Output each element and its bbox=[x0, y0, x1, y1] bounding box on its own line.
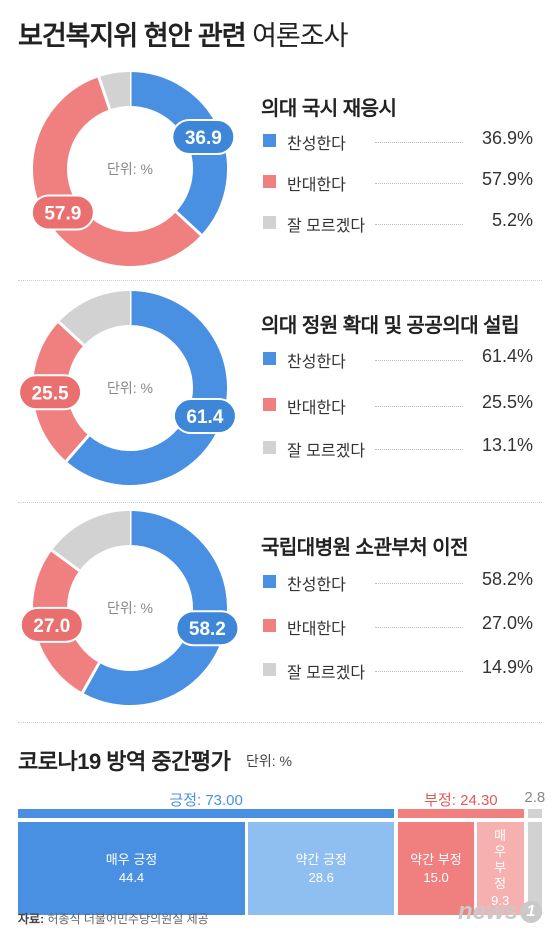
segment-label: 매우 부정 bbox=[494, 827, 507, 891]
legend-item-unsure: 잘 모르겠다 13.1% bbox=[263, 435, 533, 461]
page-title: 보건복지위 현안 관련 여론조사 bbox=[18, 21, 348, 51]
slice-separator bbox=[81, 662, 101, 694]
group-bar-1 bbox=[398, 809, 524, 818]
legend-value: 36.9% bbox=[481, 128, 533, 148]
legend-value: 27.0% bbox=[481, 613, 533, 633]
legend-label: 반대한다 bbox=[287, 621, 346, 638]
svg-text:25.5: 25.5 bbox=[32, 383, 69, 404]
legend-value: 61.4% bbox=[481, 346, 533, 366]
segment-label: 약간 부정 bbox=[410, 851, 462, 867]
legend-item-favor: 찬성한다 58.2% bbox=[263, 569, 533, 595]
legend-item-unsure: 잘 모르겠다 5.2% bbox=[263, 210, 533, 236]
donut-slice-unsure bbox=[58, 291, 131, 346]
donut-section-2: 단위: % 61.4 25.5 의대 정원 확대 및 공공의대 설립 찬성한다 61.… bbox=[0, 281, 560, 501]
value-badge-oppose: 27.0 bbox=[19, 606, 84, 643]
donut-chart-2: 단위: % 61.4 25.5 bbox=[18, 291, 237, 485]
legend-item-oppose: 반대한다 27.0% bbox=[263, 613, 533, 639]
legend-swatch bbox=[263, 134, 276, 147]
slice-separator bbox=[51, 549, 81, 572]
legend-swatch bbox=[263, 175, 276, 188]
group-label-2: 2.8 bbox=[524, 789, 546, 806]
legend-label: 찬성한다 bbox=[287, 354, 346, 371]
group-label-1: 부정: 24.30 bbox=[424, 792, 498, 809]
donut-section-3: 단위: % 58.2 27.0 국립대병원 소관부처 이전 찬성한다 58.2% 반대… bbox=[0, 501, 560, 721]
legend-label: 잘 모르겠다 bbox=[287, 665, 366, 682]
svg-text:27.0: 27.0 bbox=[33, 616, 70, 637]
donut-unit-label: 단위: % bbox=[107, 380, 153, 396]
donut-chart-3: 단위: % 58.2 27.0 bbox=[19, 511, 240, 705]
legend-item-favor: 찬성한다 61.4% bbox=[263, 346, 533, 372]
legend-swatch bbox=[263, 352, 276, 365]
legend-swatch bbox=[263, 663, 276, 676]
segment-value: 15.0 bbox=[423, 869, 449, 885]
legend-value: 13.1% bbox=[481, 435, 533, 455]
group-bar-0 bbox=[18, 809, 395, 818]
legend-label: 찬성한다 bbox=[287, 577, 346, 594]
group-label-0: 긍정: 73.00 bbox=[169, 792, 243, 809]
legend-swatch bbox=[263, 619, 276, 632]
legend-label: 찬성한다 bbox=[287, 136, 346, 153]
group-bar-2 bbox=[527, 809, 542, 818]
value-badge-oppose: 25.5 bbox=[18, 374, 83, 411]
slice-separator bbox=[57, 320, 85, 347]
slice-separator bbox=[65, 434, 90, 463]
slice-separator bbox=[175, 210, 203, 237]
question-title: 의대 국시 재응시 bbox=[261, 98, 397, 120]
svg-text:57.9: 57.9 bbox=[44, 204, 81, 225]
svg-text:61.4: 61.4 bbox=[186, 407, 223, 428]
question-title: 국립대병원 소관부처 이전 bbox=[261, 537, 469, 559]
unit-label: 단위: % bbox=[246, 753, 292, 769]
donut-slice-unsure bbox=[98, 72, 131, 110]
divider bbox=[18, 722, 542, 723]
bar-segment-2: 약간 부정 15.0 bbox=[398, 822, 474, 915]
legend-swatch bbox=[263, 575, 276, 588]
legend-swatch bbox=[263, 398, 276, 411]
legend-item-unsure: 잘 모르겠다 14.9% bbox=[263, 657, 533, 683]
source-note: 자료: 허종식 더불어민주당의원실 제공 bbox=[18, 912, 209, 926]
segment-value: 44.4 bbox=[118, 869, 145, 885]
segment-label: 약간 긍정 bbox=[295, 851, 347, 867]
legend-value: 57.9% bbox=[481, 169, 533, 189]
bar-segment-1: 약간 긍정 28.6 bbox=[248, 822, 395, 915]
svg-text:58.2: 58.2 bbox=[189, 619, 226, 640]
legend-swatch bbox=[263, 216, 276, 229]
news1-logo: news 1 bbox=[458, 898, 542, 926]
value-badge-favor: 58.2 bbox=[175, 610, 240, 647]
question-title: 의대 정원 확대 및 공공의대 설립 bbox=[261, 315, 519, 337]
divider bbox=[18, 280, 542, 281]
divider bbox=[18, 502, 542, 503]
slice-separator bbox=[97, 76, 112, 110]
legend-label: 반대한다 bbox=[287, 177, 346, 194]
legend-item-oppose: 반대한다 25.5% bbox=[263, 392, 533, 418]
bar-chart-title: 코로나19 방역 중간평가 bbox=[18, 749, 231, 774]
svg-text:36.9: 36.9 bbox=[185, 128, 222, 149]
donut-unit-label: 단위: % bbox=[107, 161, 153, 177]
legend-value: 14.9% bbox=[481, 657, 533, 677]
legend-value: 58.2% bbox=[481, 569, 533, 589]
donut-slice-unsure bbox=[51, 511, 131, 572]
bar-segment-unsure bbox=[527, 822, 542, 915]
donut-chart-1: 단위: % 36.9 57.9 bbox=[30, 72, 236, 266]
donut-unit-label: 단위: % bbox=[107, 600, 153, 616]
segment-value: 28.6 bbox=[308, 869, 334, 885]
bar-segment-3: 매우 부정 9.3 bbox=[476, 822, 524, 915]
legend-value: 5.2% bbox=[491, 210, 533, 230]
value-badge-favor: 61.4 bbox=[172, 398, 237, 435]
legend-value: 25.5% bbox=[481, 392, 533, 412]
donut-section-1: 단위: % 36.9 57.9 의대 국시 재응시 찬성한다 36.9% 반대한다 57… bbox=[0, 62, 560, 282]
segment-label: 매우 긍정 bbox=[105, 851, 158, 867]
bar-segment-0: 매우 긍정 44.4 bbox=[18, 822, 246, 915]
legend-label: 잘 모르겠다 bbox=[287, 443, 366, 460]
legend-label: 잘 모르겠다 bbox=[287, 218, 366, 235]
legend-swatch bbox=[263, 441, 276, 454]
legend-item-favor: 찬성한다 36.9% bbox=[263, 128, 533, 154]
value-badge-oppose: 57.9 bbox=[30, 194, 95, 231]
segment-value: 9.3 bbox=[491, 892, 510, 908]
donut-slice-favor bbox=[129, 72, 227, 235]
legend-label: 반대한다 bbox=[287, 400, 346, 417]
value-badge-favor: 36.9 bbox=[171, 118, 236, 155]
legend-item-oppose: 반대한다 57.9% bbox=[263, 169, 533, 195]
